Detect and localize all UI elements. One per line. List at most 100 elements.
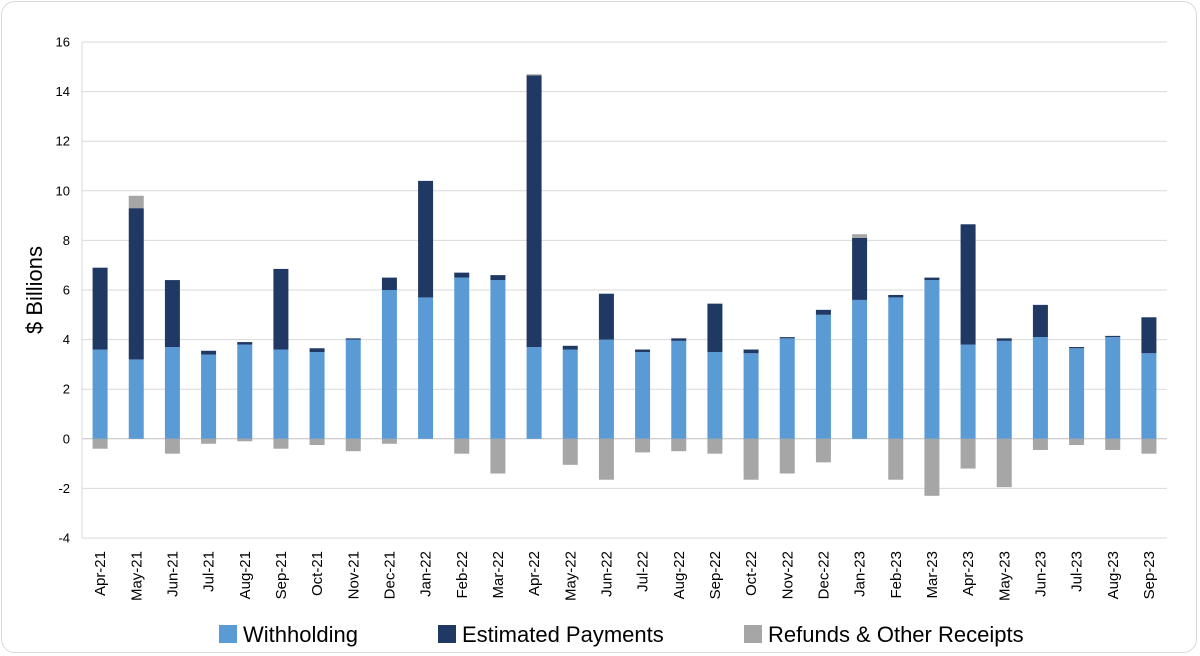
bar-estimated-payments <box>526 75 542 348</box>
x-tick-label: Sep-23 <box>1141 551 1158 599</box>
bar-withholding <box>635 352 651 439</box>
legend-label: Estimated Payments <box>462 622 664 647</box>
x-tick-label: Nov-22 <box>779 551 796 599</box>
bar-withholding <box>671 340 687 439</box>
bar-withholding <box>418 297 434 439</box>
y-tick-label: 12 <box>56 134 70 149</box>
bar-estimated-payments <box>201 350 217 355</box>
legend-label: Withholding <box>243 622 358 647</box>
x-tick-label: Jun-21 <box>164 551 181 597</box>
bar-withholding <box>1069 348 1085 439</box>
bar-withholding <box>128 359 144 439</box>
bar-refunds-other-receipts <box>454 438 470 454</box>
bar-estimated-payments <box>92 267 108 350</box>
x-tick-label: Aug-23 <box>1105 551 1122 599</box>
bar-withholding <box>924 280 940 439</box>
x-tick-label: May-22 <box>562 551 579 601</box>
bar-estimated-payments <box>743 349 759 354</box>
legend-label: Refunds & Other Receipts <box>768 622 1024 647</box>
bar-withholding <box>526 347 542 439</box>
x-tick-label: Mar-23 <box>924 551 941 599</box>
bar-withholding <box>237 344 253 439</box>
bar-withholding <box>1141 353 1157 439</box>
bar-refunds-other-receipts <box>381 438 397 444</box>
bar-withholding <box>707 352 723 439</box>
legend-swatch <box>219 625 237 643</box>
y-tick-label: -2 <box>58 481 70 496</box>
y-tick-label: 10 <box>56 183 70 198</box>
x-tick-label: Jan-23 <box>852 551 869 597</box>
y-tick-label: 8 <box>63 233 70 248</box>
bar-withholding <box>1032 337 1048 439</box>
x-tick-label: Aug-21 <box>237 551 254 599</box>
bar-refunds-other-receipts <box>996 438 1012 488</box>
bar-estimated-payments <box>815 309 831 315</box>
legend-swatch <box>744 625 762 643</box>
x-tick-label: May-21 <box>128 551 145 601</box>
bar-refunds-other-receipts <box>1069 438 1085 445</box>
bar-refunds-other-receipts <box>1105 438 1121 450</box>
x-tick-label: Jun-23 <box>1032 551 1049 597</box>
bar-estimated-payments <box>562 345 578 350</box>
bar-estimated-payments <box>345 338 361 340</box>
bar-estimated-payments <box>598 293 614 340</box>
bar-withholding <box>273 349 289 439</box>
bar-refunds-other-receipts <box>526 74 542 76</box>
bar-withholding <box>201 354 217 439</box>
bar-refunds-other-receipts <box>1141 438 1157 454</box>
bar-withholding <box>960 344 976 439</box>
x-tick-label: Dec-21 <box>381 551 398 599</box>
bar-refunds-other-receipts <box>164 438 180 454</box>
x-tick-label: Jul-23 <box>1069 551 1086 592</box>
x-tick-label: Mar-22 <box>490 551 507 599</box>
bar-withholding <box>490 280 506 439</box>
y-tick-label: 2 <box>63 382 70 397</box>
x-tick-label: Oct-22 <box>743 551 760 596</box>
bar-estimated-payments <box>707 303 723 352</box>
bar-estimated-payments <box>996 338 1012 341</box>
x-tick-label: Nov-21 <box>345 551 362 599</box>
x-tick-label: Apr-21 <box>92 551 109 596</box>
bar-estimated-payments <box>237 342 253 345</box>
bar-estimated-payments <box>960 224 976 345</box>
bar-estimated-payments <box>418 180 434 298</box>
bar-refunds-other-receipts <box>671 438 687 452</box>
bar-withholding <box>381 290 397 439</box>
bar-refunds-other-receipts <box>490 438 506 474</box>
x-tick-label: Feb-22 <box>454 551 471 599</box>
bar-estimated-payments <box>852 237 868 300</box>
bar-estimated-payments <box>128 208 144 360</box>
bar-estimated-payments <box>1141 317 1157 354</box>
bar-estimated-payments <box>309 348 325 352</box>
bar-refunds-other-receipts <box>273 438 289 449</box>
x-tick-label: Feb-23 <box>888 551 905 599</box>
bar-estimated-payments <box>888 294 904 298</box>
x-tick-label: Jun-22 <box>598 551 615 597</box>
bar-refunds-other-receipts <box>924 438 940 496</box>
bar-estimated-payments <box>1032 304 1048 338</box>
bar-withholding <box>1105 337 1121 439</box>
x-tick-label: May-23 <box>996 551 1013 601</box>
bar-refunds-other-receipts <box>743 438 759 480</box>
bar-refunds-other-receipts <box>1032 438 1048 450</box>
x-tick-label: Apr-23 <box>960 551 977 596</box>
x-tick-label: Sep-22 <box>707 551 724 599</box>
bars <box>92 74 1157 496</box>
y-axis-ticks: -4 -2 0 2 4 6 8 10 12 14 16 <box>56 35 70 546</box>
bar-refunds-other-receipts <box>635 438 651 453</box>
bar-estimated-payments <box>164 280 180 348</box>
bar-refunds-other-receipts <box>815 438 831 463</box>
x-tick-label: Jul-22 <box>635 551 652 592</box>
bar-estimated-payments <box>924 277 940 281</box>
bar-estimated-payments <box>273 268 289 350</box>
bar-refunds-other-receipts <box>128 195 144 209</box>
bar-withholding <box>743 353 759 439</box>
gridlines <box>81 41 1167 539</box>
bar-withholding <box>779 338 795 439</box>
bar-withholding <box>996 340 1012 439</box>
x-tick-label: Jan-22 <box>418 551 435 597</box>
bar-withholding <box>345 339 361 439</box>
y-tick-label: 4 <box>63 332 70 347</box>
bar-withholding <box>815 314 831 439</box>
bar-refunds-other-receipts <box>345 438 361 452</box>
